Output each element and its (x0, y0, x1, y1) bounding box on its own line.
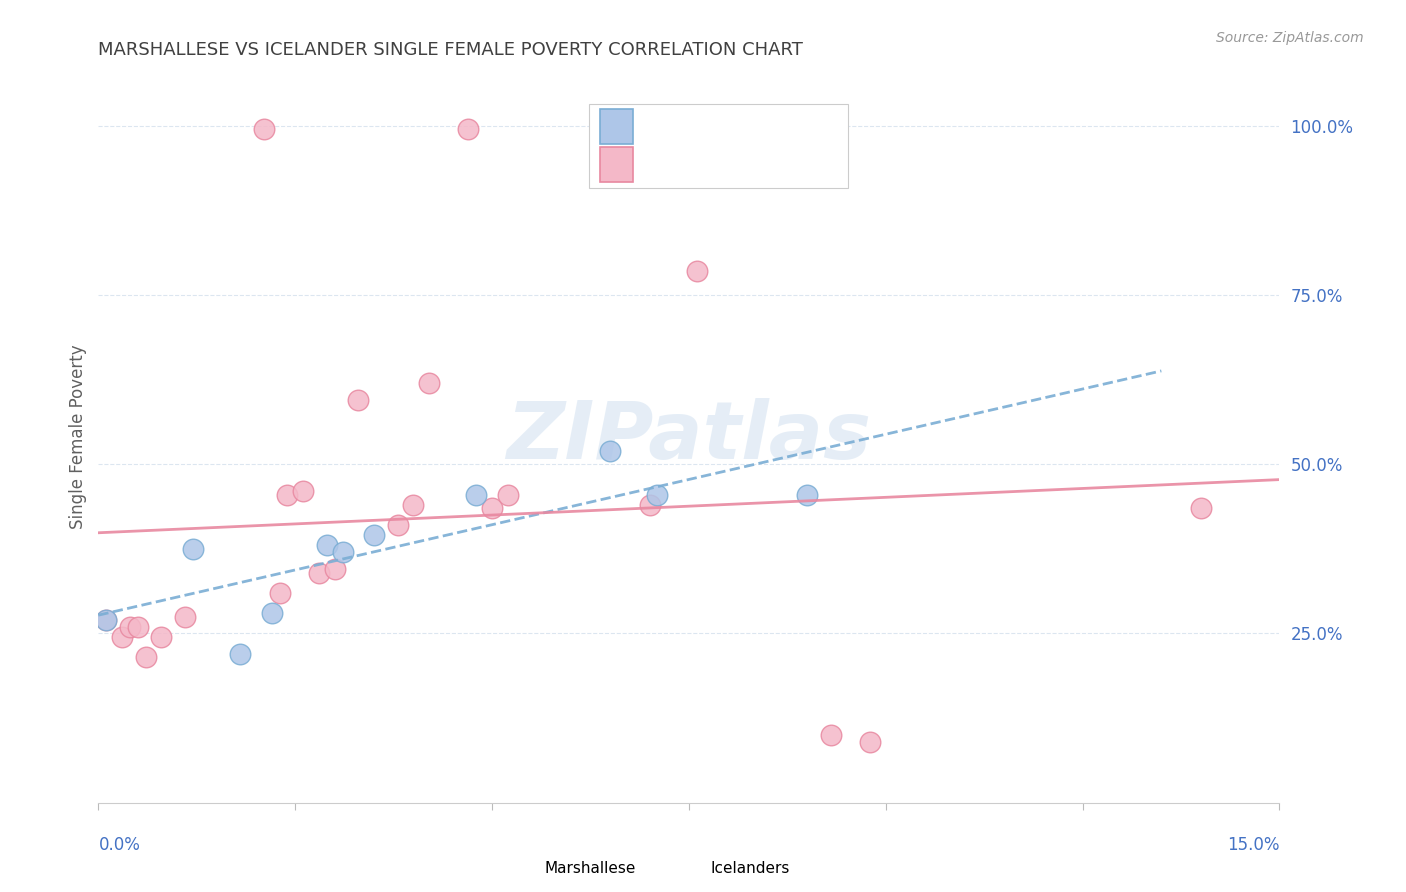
Point (638, 498, 661, 512)
Point (323, 562, 346, 576)
Text: 0.0%: 0.0% (98, 836, 141, 854)
Text: N =: N = (740, 117, 780, 136)
FancyBboxPatch shape (589, 104, 848, 188)
Text: R =: R = (648, 117, 686, 136)
Point (150, 630, 173, 644)
FancyBboxPatch shape (600, 146, 634, 182)
Point (174, 609, 197, 624)
Text: ZIPatlas: ZIPatlas (506, 398, 872, 476)
Text: Marshallese: Marshallese (546, 861, 637, 876)
Text: MARSHALLESE VS ICELANDER SINGLE FEMALE POVERTY CORRELATION CHART: MARSHALLESE VS ICELANDER SINGLE FEMALE P… (98, 41, 803, 59)
Text: N =: N = (740, 155, 780, 173)
Point (686, 264, 709, 278)
Point (292, 484, 315, 499)
Point (820, 728, 842, 742)
Text: Source: ZipAtlas.com: Source: ZipAtlas.com (1216, 31, 1364, 45)
Point (308, 566, 330, 580)
FancyBboxPatch shape (522, 858, 543, 882)
Y-axis label: Single Female Poverty: Single Female Poverty (69, 345, 87, 529)
Point (481, 501, 503, 516)
FancyBboxPatch shape (600, 109, 634, 144)
Point (363, 528, 385, 542)
Point (253, 122, 276, 136)
Point (181, 541, 204, 556)
Text: Icelanders: Icelanders (710, 861, 790, 876)
Text: 11: 11 (775, 117, 800, 136)
Text: 15.0%: 15.0% (1227, 836, 1279, 854)
Point (647, 488, 669, 502)
Point (111, 630, 134, 644)
Point (332, 545, 354, 559)
Point (135, 650, 157, 665)
Point (118, 620, 141, 634)
Point (859, 735, 882, 749)
Point (315, 538, 337, 552)
Point (96, 613, 118, 627)
Point (599, 443, 621, 458)
FancyBboxPatch shape (686, 858, 707, 882)
Point (347, 392, 370, 407)
Text: 23: 23 (775, 155, 800, 173)
Point (387, 518, 409, 533)
Text: 0.101: 0.101 (685, 155, 742, 173)
Point (465, 488, 488, 502)
Point (496, 488, 519, 502)
Point (402, 498, 425, 512)
Point (276, 488, 298, 502)
Point (269, 586, 291, 600)
Point (260, 606, 283, 620)
Point (229, 647, 252, 661)
Point (1189, 501, 1212, 516)
Text: R =: R = (648, 155, 686, 173)
Point (457, 122, 479, 136)
Point (96, 613, 118, 627)
Point (418, 376, 440, 390)
Text: 0.741: 0.741 (685, 117, 742, 136)
Point (127, 620, 149, 634)
Point (796, 488, 818, 502)
